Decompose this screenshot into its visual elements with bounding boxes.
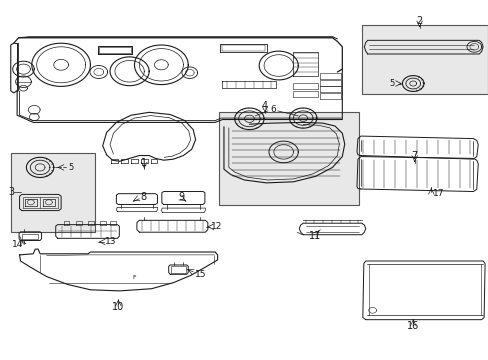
Text: 7: 7 bbox=[411, 150, 417, 161]
FancyBboxPatch shape bbox=[361, 25, 487, 94]
Text: 15: 15 bbox=[194, 270, 206, 279]
Text: 8: 8 bbox=[140, 192, 146, 202]
Text: 17: 17 bbox=[432, 189, 444, 198]
Text: 16: 16 bbox=[406, 321, 419, 331]
Text: 9: 9 bbox=[179, 192, 184, 202]
FancyBboxPatch shape bbox=[11, 153, 95, 232]
Text: 5: 5 bbox=[389, 79, 394, 88]
FancyBboxPatch shape bbox=[219, 112, 359, 205]
Text: 10: 10 bbox=[112, 302, 124, 312]
Text: 1: 1 bbox=[141, 158, 147, 168]
Text: 12: 12 bbox=[211, 222, 222, 231]
Text: F: F bbox=[132, 275, 136, 280]
Text: 5: 5 bbox=[68, 163, 74, 172]
Text: 3: 3 bbox=[9, 186, 15, 197]
Text: 13: 13 bbox=[105, 238, 117, 246]
Text: 14: 14 bbox=[12, 240, 23, 248]
Text: 4: 4 bbox=[262, 101, 267, 111]
Text: 6: 6 bbox=[269, 105, 275, 114]
Text: 11: 11 bbox=[308, 231, 321, 241]
Text: 2: 2 bbox=[416, 16, 422, 26]
